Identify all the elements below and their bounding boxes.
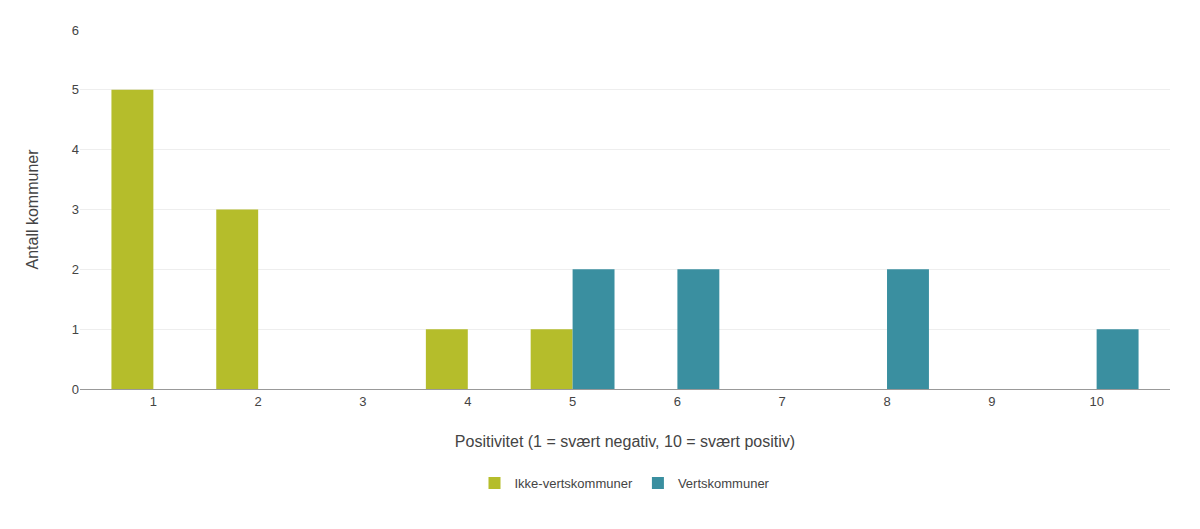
- svg-text:4: 4: [464, 394, 471, 409]
- svg-text:3: 3: [359, 394, 366, 409]
- svg-text:10: 10: [1089, 394, 1103, 409]
- svg-text:1: 1: [150, 394, 157, 409]
- svg-text:5: 5: [72, 82, 79, 97]
- svg-text:9: 9: [988, 394, 995, 409]
- svg-text:2: 2: [72, 262, 79, 277]
- svg-text:Vertskommuner: Vertskommuner: [678, 476, 770, 491]
- svg-text:Positivitet (1 = svært negativ: Positivitet (1 = svært negativ, 10 = svæ…: [455, 433, 795, 450]
- svg-text:Ikke-vertskommuner: Ikke-vertskommuner: [515, 476, 633, 491]
- svg-text:4: 4: [72, 142, 79, 157]
- svg-text:1: 1: [72, 322, 79, 337]
- svg-text:Antall kommuner: Antall kommuner: [24, 149, 41, 270]
- svg-text:7: 7: [779, 394, 786, 409]
- svg-text:6: 6: [72, 23, 79, 38]
- svg-text:8: 8: [883, 394, 890, 409]
- svg-text:5: 5: [569, 394, 576, 409]
- svg-text:2: 2: [255, 394, 262, 409]
- svg-text:0: 0: [72, 382, 79, 397]
- svg-text:3: 3: [72, 202, 79, 217]
- svg-text:6: 6: [674, 394, 681, 409]
